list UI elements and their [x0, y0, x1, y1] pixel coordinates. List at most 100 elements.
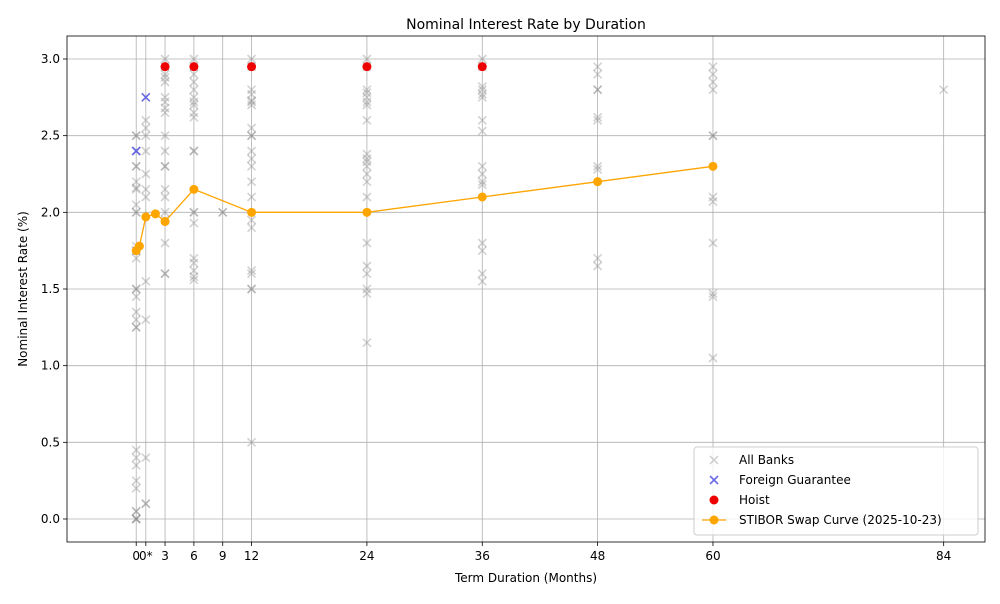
legend-label: Foreign Guarantee — [739, 473, 851, 487]
data-point — [131, 315, 141, 325]
legend-entry: Foreign Guarantee — [709, 473, 851, 487]
data-point — [160, 269, 170, 279]
chart-title: Nominal Interest Rate by Duration — [406, 17, 646, 33]
data-point — [189, 266, 199, 276]
data-point — [131, 200, 141, 210]
data-point — [189, 207, 199, 217]
x-tick-label: 6 — [190, 549, 198, 563]
data-point — [593, 164, 603, 174]
data-point — [247, 62, 257, 72]
data-point — [131, 161, 141, 171]
data-point — [593, 69, 603, 79]
data-point — [477, 238, 487, 248]
data-point — [134, 241, 144, 251]
data-point — [141, 499, 151, 509]
series-4 — [131, 161, 718, 256]
x-tick-label: 3 — [161, 549, 169, 563]
x-tick-label: 0 — [132, 549, 140, 563]
data-point — [160, 54, 170, 64]
data-point — [362, 338, 372, 348]
data-point — [131, 284, 141, 294]
data-point — [141, 192, 151, 202]
y-tick-label: 1.5 — [41, 282, 60, 296]
data-point — [131, 514, 141, 524]
data-point — [477, 82, 487, 92]
data-point — [708, 69, 718, 79]
data-point — [246, 154, 257, 164]
y-tick-label: 2.0 — [41, 205, 60, 219]
data-point — [362, 161, 372, 171]
data-point — [362, 157, 372, 167]
data-point — [131, 184, 141, 194]
data-point — [246, 89, 257, 99]
data-point — [708, 131, 718, 141]
data-point — [362, 261, 372, 271]
data-point — [160, 69, 170, 79]
data-point — [477, 180, 487, 190]
x-tick-label: 12 — [244, 549, 259, 563]
data-point — [218, 207, 228, 217]
data-point — [362, 238, 372, 248]
data-point — [477, 276, 487, 286]
data-point — [246, 177, 257, 187]
legend: All Banks Foreign Guarantee Hoist STIBOR Sw… — [693, 446, 979, 536]
data-point — [708, 85, 718, 95]
data-point — [141, 315, 151, 325]
data-point — [141, 169, 151, 179]
data-point — [160, 146, 170, 156]
data-point — [708, 197, 718, 207]
data-point — [939, 85, 949, 95]
data-point — [189, 54, 199, 64]
data-point — [150, 209, 160, 219]
data-point — [593, 261, 603, 271]
y-tick-label: 2.5 — [41, 129, 60, 143]
data-point — [160, 217, 170, 227]
data-point — [593, 253, 603, 263]
legend-label: STIBOR Swap Curve (2025-10-23) — [739, 513, 942, 527]
data-point — [477, 115, 487, 125]
data-point — [477, 161, 487, 171]
data-point — [160, 269, 170, 279]
legend-marker — [709, 515, 719, 525]
data-point — [362, 149, 372, 159]
data-point — [593, 115, 603, 125]
data-point — [362, 284, 372, 294]
data-point — [477, 89, 487, 99]
data-point — [362, 62, 372, 72]
data-point — [246, 131, 257, 141]
legend-label: All Banks — [739, 453, 794, 467]
data-point — [708, 353, 718, 363]
data-point — [189, 275, 199, 285]
data-point — [477, 92, 487, 102]
data-point — [160, 108, 170, 118]
data-point — [141, 131, 151, 141]
data-point — [160, 161, 170, 171]
data-point — [141, 184, 151, 194]
data-point — [246, 100, 257, 110]
data-point — [131, 514, 141, 524]
data-point — [189, 184, 199, 194]
y-tick-label: 1.0 — [41, 359, 60, 373]
data-point — [131, 131, 141, 141]
data-point — [160, 184, 170, 194]
data-point — [131, 476, 141, 486]
data-point — [160, 207, 170, 217]
data-point — [160, 161, 170, 171]
data-point — [131, 483, 141, 493]
data-point — [141, 146, 151, 156]
data-point — [593, 62, 603, 72]
data-point — [246, 97, 257, 107]
y-tick-label: 0.5 — [41, 435, 60, 449]
data-point — [189, 112, 199, 122]
data-point — [141, 453, 151, 463]
data-point — [160, 77, 170, 87]
data-point — [189, 92, 199, 102]
data-point — [246, 54, 257, 64]
data-point — [246, 161, 257, 171]
data-point — [141, 92, 151, 102]
data-point — [189, 258, 199, 268]
x-tick-label: 36 — [475, 549, 490, 563]
data-point — [131, 284, 141, 294]
data-point — [477, 192, 487, 202]
